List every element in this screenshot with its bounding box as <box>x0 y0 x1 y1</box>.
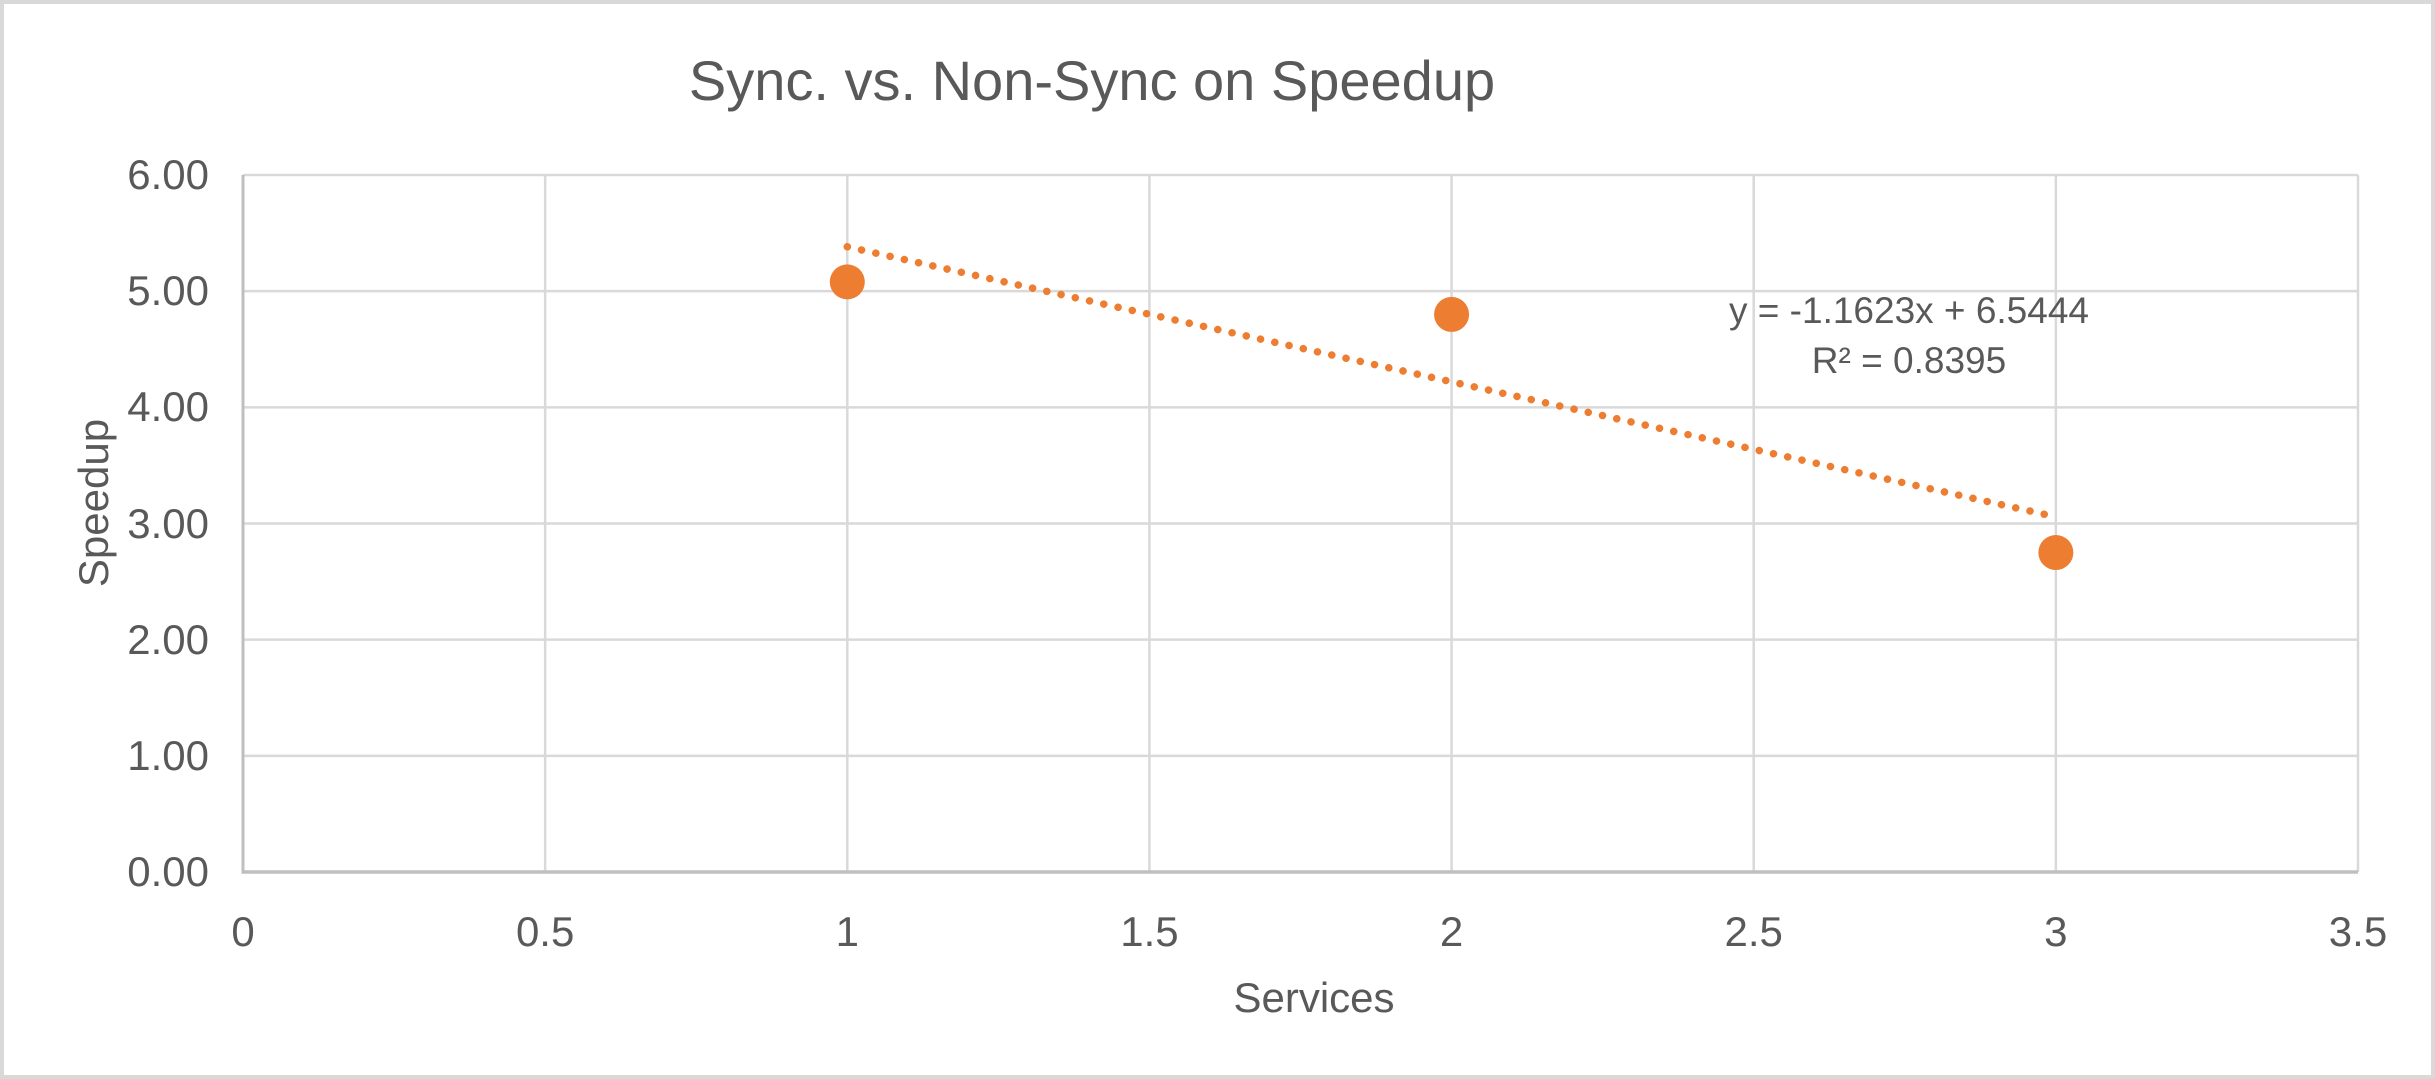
y-tick-label: 2.00 <box>127 615 209 663</box>
trendline-equation: y = -1.1623x + 6.5444 <box>1729 290 2089 331</box>
x-tick-label: 0.5 <box>515 908 575 955</box>
x-axis-title: Services <box>1233 974 1395 1021</box>
plot-area <box>241 173 2360 874</box>
y-tick-label: 1.00 <box>127 731 209 779</box>
x-tick-label: 0 <box>231 908 255 955</box>
data-point <box>1434 296 1470 332</box>
trendline-r-squared: R² = 0.8395 <box>1811 340 2007 381</box>
data-point <box>829 264 865 300</box>
x-tick-label: 1 <box>835 908 859 955</box>
data-point <box>2038 535 2074 571</box>
x-tick-label: 3 <box>2044 908 2068 955</box>
x-tick-label: 2.5 <box>1724 908 1783 955</box>
y-tick-label: 5.00 <box>127 267 209 315</box>
y-tick-label: 3.00 <box>127 499 209 547</box>
trendline-label: y = -1.1623x + 6.5444 R² = 0.8395 <box>1559 286 2259 386</box>
y-tick-label: 6.00 <box>127 151 209 198</box>
x-tick-label: 2 <box>1439 908 1464 955</box>
x-tick-label: 1.5 <box>1120 908 1179 955</box>
chart-title: Sync. vs. Non-Sync on Speedup <box>688 49 1496 112</box>
y-tick-label: 0.00 <box>127 848 209 895</box>
y-tick-label: 4.00 <box>127 383 209 431</box>
trendline <box>843 243 2060 521</box>
x-tick-label: 3.5 <box>2328 908 2388 955</box>
